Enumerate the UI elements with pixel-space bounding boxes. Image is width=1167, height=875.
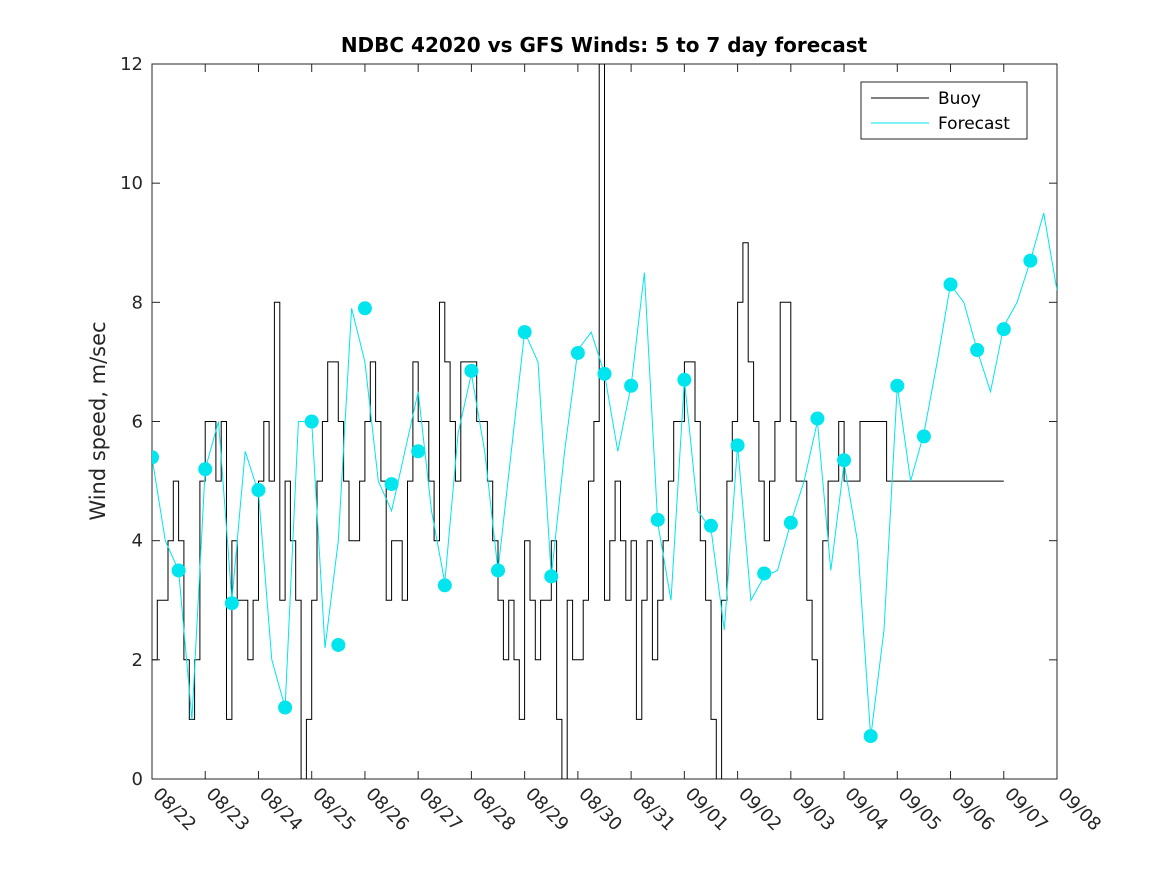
y-tick-label: 8 xyxy=(132,292,143,313)
forecast-marker xyxy=(916,429,931,444)
forecast-marker xyxy=(384,477,399,492)
forecast-marker xyxy=(624,378,639,393)
forecast-marker xyxy=(224,596,239,611)
forecast-marker xyxy=(1023,253,1038,268)
y-tick-label: 0 xyxy=(132,769,143,790)
forecast-marker xyxy=(810,411,825,426)
forecast-marker xyxy=(703,518,718,533)
forecast-marker xyxy=(152,450,159,465)
forecast-marker xyxy=(730,438,745,453)
forecast-marker xyxy=(171,563,186,578)
forecast-marker xyxy=(198,462,213,477)
legend: Buoy Forecast xyxy=(860,81,1028,140)
forecast-marker xyxy=(411,444,426,459)
forecast-marker xyxy=(837,453,852,468)
y-axis-label: Wind speed, m/sec xyxy=(86,321,110,520)
forecast-marker xyxy=(570,345,585,360)
forecast-marker xyxy=(890,378,905,393)
forecast-marker xyxy=(943,277,958,292)
forecast-marker xyxy=(597,366,612,381)
forecast-marker xyxy=(996,322,1011,337)
data-layer xyxy=(152,64,1057,779)
forecast-marker xyxy=(757,566,772,581)
y-tick-label: 4 xyxy=(132,531,143,552)
y-tick-label: 10 xyxy=(120,173,143,194)
forecast-marker xyxy=(650,512,665,527)
legend-label-buoy: Buoy xyxy=(938,89,981,109)
forecast-marker xyxy=(464,363,479,378)
forecast-marker xyxy=(491,563,506,578)
forecast-marker xyxy=(544,569,559,584)
chart-title: NDBC 42020 vs GFS Winds: 5 to 7 day fore… xyxy=(341,33,868,57)
forecast-marker xyxy=(970,343,985,357)
forecast-marker xyxy=(304,414,319,429)
forecast-marker xyxy=(517,325,532,340)
y-tick-label: 6 xyxy=(132,412,143,433)
forecast-marker xyxy=(251,483,266,498)
forecast-marker xyxy=(437,578,452,593)
forecast-marker xyxy=(863,729,878,744)
series-line-buoy xyxy=(152,64,1004,779)
y-tick-label: 12 xyxy=(120,54,143,75)
forecast-marker xyxy=(677,372,692,387)
forecast-marker xyxy=(278,700,293,715)
forecast-marker xyxy=(357,301,372,316)
forecast-marker xyxy=(783,515,798,530)
forecast-marker xyxy=(331,637,346,652)
legend-box xyxy=(860,81,1028,140)
legend-label-forecast: Forecast xyxy=(938,114,1010,134)
y-tick-label: 2 xyxy=(132,650,143,671)
